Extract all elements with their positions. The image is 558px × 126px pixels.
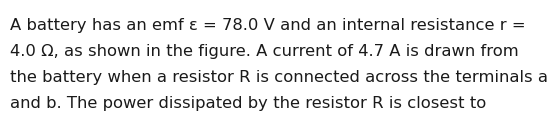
Text: and b. The power dissipated by the resistor R is closest to: and b. The power dissipated by the resis…: [10, 96, 486, 111]
Text: 4.0 Ω, as shown in the figure. A current of 4.7 A is drawn from: 4.0 Ω, as shown in the figure. A current…: [10, 44, 519, 59]
Text: A battery has an emf ε = 78.0 V and an internal resistance r =: A battery has an emf ε = 78.0 V and an i…: [10, 18, 526, 33]
Text: the battery when a resistor R is connected across the terminals a: the battery when a resistor R is connect…: [10, 70, 548, 85]
